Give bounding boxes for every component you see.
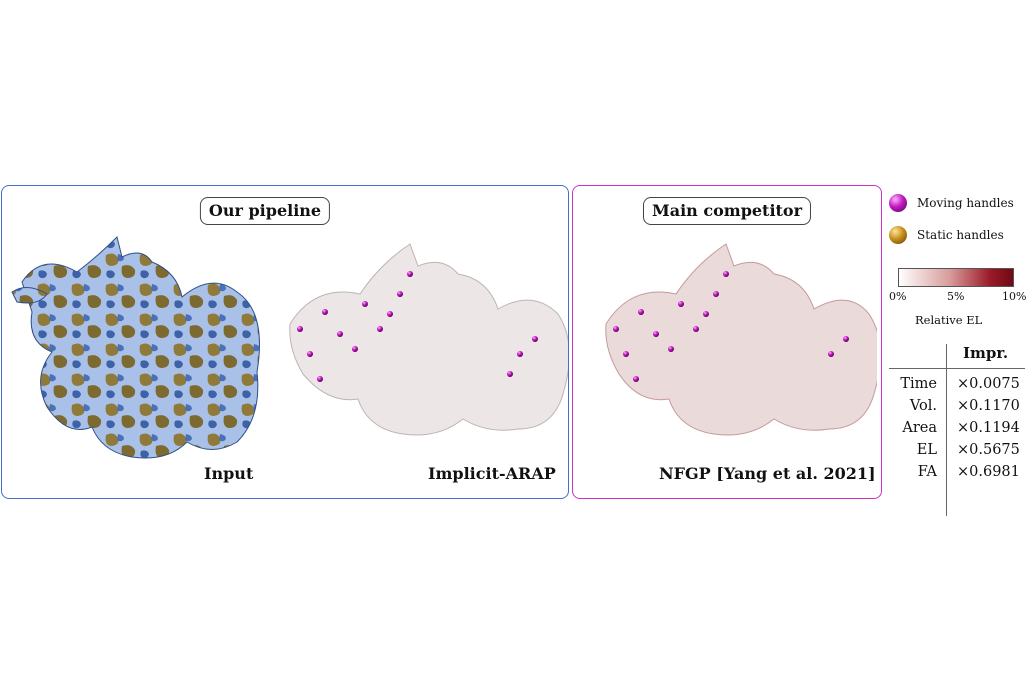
metric-value: ×0.6981 — [957, 464, 1020, 480]
moving-handle-ball-icon — [889, 194, 907, 212]
main-competitor-panel: Main competitor NFGP [Yang et al. 2021] — [572, 185, 882, 499]
table-row: Area ×0.1194 — [887, 420, 1027, 442]
input-dragon-mesh — [11, 236, 260, 459]
metric-name: Time — [900, 376, 937, 392]
legend-moving-label: Moving handles — [917, 196, 1014, 210]
caption-input: Input — [204, 464, 254, 483]
legend-moving-handles: Moving handles — [889, 194, 1014, 212]
nfgp-dragon-mesh — [605, 243, 877, 436]
metric-value: ×0.1170 — [957, 398, 1020, 414]
relative-el-colorbar — [898, 268, 1014, 287]
colorbar-tick-5: 5% — [947, 290, 965, 303]
table-row: EL ×0.5675 — [887, 442, 1027, 464]
metric-value: ×0.5675 — [957, 442, 1020, 458]
metric-name: Area — [902, 420, 937, 436]
colorbar-tick-10: 10% — [1002, 290, 1027, 303]
legend-static-label: Static handles — [917, 228, 1004, 242]
table-horizontal-rule — [889, 368, 1025, 369]
table-header-impr: Impr. — [963, 344, 1009, 362]
caption-nfgp: NFGP [Yang et al. 2021] — [659, 464, 876, 483]
metric-name: Vol. — [909, 398, 937, 414]
our-pipeline-panel: Our pipeline Input Implicit-ARAP — [1, 185, 569, 499]
our-pipeline-title: Our pipeline — [199, 197, 331, 225]
metric-value: ×0.1194 — [957, 420, 1020, 436]
table-vertical-rule — [946, 344, 947, 516]
colorbar-tick-0: 0% — [889, 290, 907, 303]
metric-name: FA — [917, 464, 937, 480]
colorbar-label: Relative EL — [915, 313, 983, 327]
metric-value: ×0.0075 — [957, 376, 1020, 392]
caption-implicit-arap: Implicit-ARAP — [428, 464, 556, 483]
legend-static-handles: Static handles — [889, 226, 1004, 244]
table-row: FA ×0.6981 — [887, 464, 1027, 486]
table-row: Time ×0.0075 — [887, 376, 1027, 398]
metric-name: EL — [916, 442, 937, 458]
static-handle-ball-icon — [889, 226, 907, 244]
table-row: Vol. ×0.1170 — [887, 398, 1027, 420]
implicit-arap-dragon-mesh — [289, 243, 568, 436]
main-competitor-title: Main competitor — [642, 197, 812, 225]
